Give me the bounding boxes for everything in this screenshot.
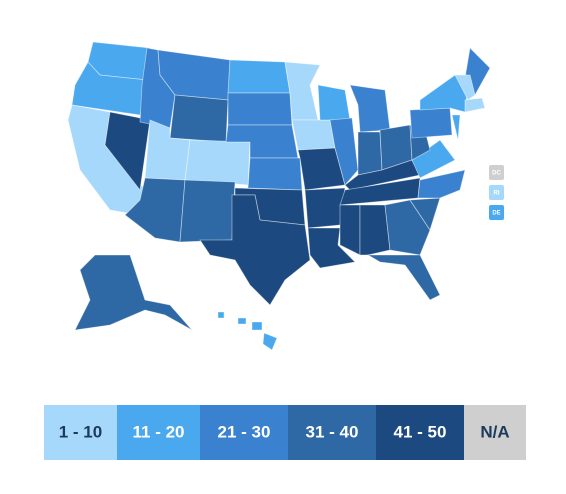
- legend: 1 - 10 11 - 20 21 - 30 31 - 40 41 - 50 N/A: [44, 405, 526, 460]
- legend-swatch[interactable]: [117, 405, 200, 460]
- legend-label: 21 - 30: [218, 422, 271, 441]
- legend-label: N/A: [480, 422, 509, 441]
- state-tile-label: RI: [494, 191, 500, 197]
- us-map: [67, 41, 491, 351]
- legend-swatch[interactable]: [464, 405, 526, 460]
- legend-swatch[interactable]: [200, 405, 288, 460]
- legend-label: 11 - 20: [133, 422, 185, 441]
- legend-label: 41 - 50: [394, 422, 447, 441]
- legend-swatch[interactable]: [376, 405, 464, 460]
- state-tile[interactable]: [489, 185, 504, 200]
- legend-swatch[interactable]: [44, 405, 117, 460]
- legend-label: 31 - 40: [306, 422, 359, 441]
- state-tile-label: DC: [492, 171, 501, 177]
- legend-label: 1 - 10: [59, 422, 102, 441]
- state-tile[interactable]: [489, 165, 504, 180]
- state-tile[interactable]: [489, 205, 504, 220]
- small-state-tiles: DC RI DE: [489, 165, 504, 220]
- legend-swatch[interactable]: [288, 405, 376, 460]
- state-tile-label: DE: [492, 211, 500, 217]
